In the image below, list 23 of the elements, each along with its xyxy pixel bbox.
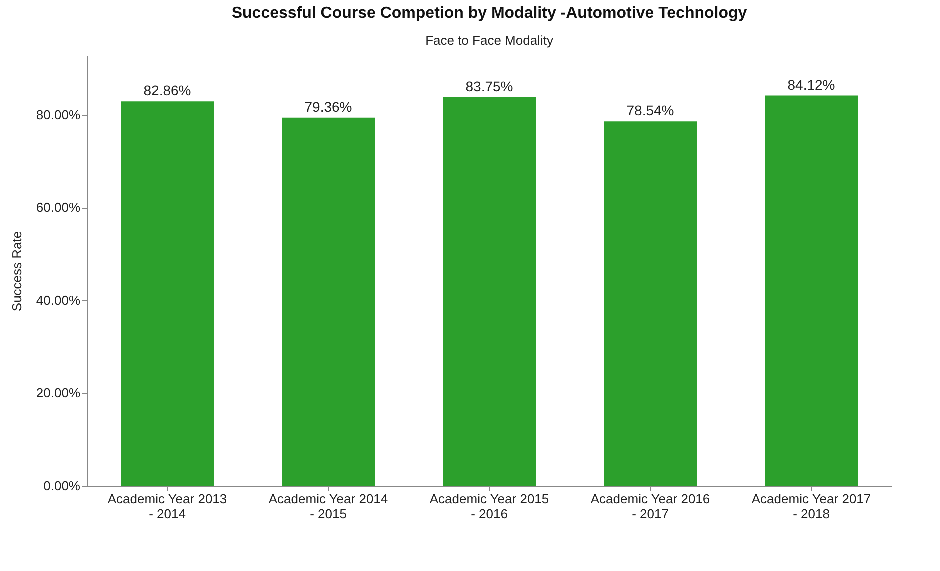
y-axis-title: Success Rate: [9, 231, 24, 312]
bar: [443, 98, 536, 486]
y-tick-label: 0.00%: [44, 478, 81, 494]
data-label: 83.75%: [466, 78, 514, 95]
y-tick-label: 80.00%: [36, 107, 81, 122]
chart-subtitle: Face to Face Modality: [426, 33, 554, 48]
x-tick-label: Academic Year 2016 - 2017: [590, 492, 710, 522]
bar: [765, 96, 858, 486]
x-tick-label: Academic Year 2013 - 2014: [108, 492, 228, 522]
x-tick-label: Academic Year 2014 - 2015: [268, 492, 388, 522]
x-tick-label: Academic Year 2015 - 2016: [430, 492, 550, 522]
bar: [604, 122, 697, 486]
data-label: 79.36%: [304, 98, 352, 115]
x-tick-label: Academic Year 2017 - 2018: [752, 492, 872, 522]
bar: [282, 118, 375, 486]
data-label: 78.54%: [626, 102, 674, 119]
data-label: 82.86%: [144, 82, 192, 99]
y-tick-label: 20.00%: [36, 386, 81, 401]
bar: [121, 102, 214, 486]
y-tick-label: 60.00%: [36, 200, 81, 216]
data-label: 84.12%: [788, 76, 836, 93]
chart-title: Successful Course Competion by Modality -Automotive Technology: [232, 5, 748, 22]
y-tick-label: 40.00%: [36, 292, 81, 308]
